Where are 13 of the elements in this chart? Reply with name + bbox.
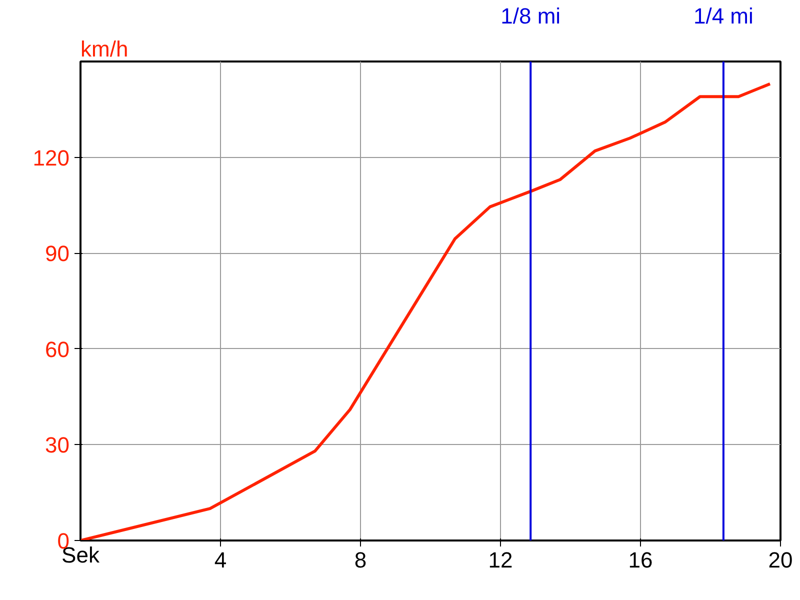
ref-line-label: 1/4 mi	[693, 4, 754, 28]
y-axis-title: km/h	[80, 36, 128, 62]
ref-line-label: 1/8 mi	[500, 4, 561, 28]
line-series	[80, 82, 772, 540]
y-tick-label: 90	[45, 241, 70, 266]
y-tick-label: 120	[32, 145, 70, 170]
x-tick-label: 16	[628, 548, 653, 572]
x-tick-label: 8	[354, 548, 367, 572]
y-tick-label: 30	[45, 432, 70, 458]
x-tick-label: 20	[768, 548, 793, 572]
x-tick-label: 12	[488, 548, 513, 572]
y-tick-label: 60	[45, 336, 70, 362]
x-tick-label: 4	[214, 548, 227, 572]
